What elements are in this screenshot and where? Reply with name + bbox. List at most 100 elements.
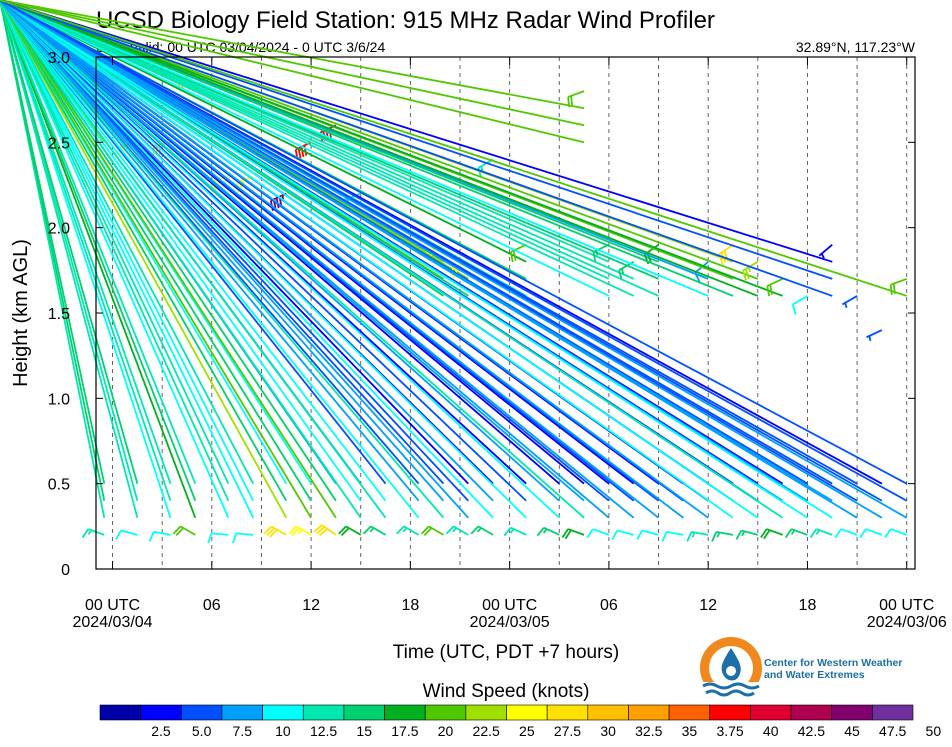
wind-barb bbox=[0, 0, 635, 297]
barb-half-flag bbox=[369, 527, 375, 533]
wind-barb bbox=[0, 0, 808, 519]
barb-flag bbox=[470, 525, 480, 535]
barb-flag bbox=[291, 527, 300, 537]
wind-barb bbox=[889, 278, 908, 296]
barb-flag bbox=[269, 528, 278, 538]
barb-flag bbox=[711, 531, 718, 542]
barb-shaft bbox=[0, 0, 883, 519]
wind-barb bbox=[148, 531, 171, 542]
chart-title: UCSD Biology Field Station: 915 MHz Rada… bbox=[96, 7, 715, 34]
barb-shaft bbox=[0, 0, 527, 263]
x-tick-date: 2024/03/04 bbox=[73, 614, 153, 631]
wind-barb bbox=[735, 529, 759, 540]
barb-flag bbox=[536, 527, 545, 537]
colorbar-swatch bbox=[424, 704, 467, 721]
colorbar-swatch bbox=[668, 704, 711, 721]
barb-shaft bbox=[0, 0, 833, 263]
wind-barb bbox=[0, 0, 288, 519]
wind-barb bbox=[0, 0, 230, 485]
wind-barb bbox=[0, 0, 585, 519]
wind-barb bbox=[0, 0, 734, 297]
barb-half-flag bbox=[844, 302, 848, 309]
barb-shaft bbox=[0, 0, 858, 519]
wind-barb bbox=[561, 528, 585, 540]
barb-flag bbox=[420, 525, 430, 535]
wind-barb bbox=[0, 0, 684, 519]
barb-shaft bbox=[0, 0, 230, 519]
colorbar-label: 3.75 bbox=[716, 723, 743, 739]
barb-flag bbox=[686, 531, 693, 542]
wind-barb bbox=[0, 0, 420, 502]
barb-shaft bbox=[792, 295, 808, 306]
barb-flag bbox=[742, 270, 747, 281]
barb-flag bbox=[884, 528, 892, 539]
barb-shaft bbox=[890, 528, 908, 536]
colorbar-label: 10 bbox=[275, 723, 291, 739]
wind-barb bbox=[0, 0, 197, 502]
barb-half-flag bbox=[476, 527, 482, 533]
colorbar-label: 22.5 bbox=[473, 723, 500, 739]
data-valid-label: Data Valid: 00 UTC 03/04/2024 - 0 UTC 3/… bbox=[96, 39, 385, 55]
barb-shaft bbox=[0, 0, 784, 519]
wind-barb bbox=[0, 0, 833, 297]
colorbar-swatch bbox=[546, 704, 589, 721]
barb-shaft bbox=[0, 0, 908, 485]
barb-shaft bbox=[236, 532, 254, 536]
wind-barb bbox=[859, 528, 883, 539]
barb-shaft bbox=[0, 0, 833, 519]
barb-shaft bbox=[0, 0, 833, 297]
barb-flag bbox=[175, 527, 184, 537]
barb-shaft bbox=[0, 0, 585, 144]
y-tick-label: 0 bbox=[61, 562, 70, 579]
barb-shaft bbox=[0, 0, 494, 502]
barb-half-flag bbox=[542, 528, 548, 534]
wind-barb bbox=[0, 0, 560, 519]
colorbar-label: 15 bbox=[356, 723, 372, 739]
barb-flag bbox=[232, 533, 238, 544]
wind-barb bbox=[0, 0, 908, 502]
barb-flag bbox=[338, 525, 347, 535]
wind-barb bbox=[288, 525, 312, 537]
colorbar-swatch bbox=[465, 704, 507, 721]
barb-flag bbox=[266, 527, 275, 537]
barb-shaft bbox=[0, 0, 172, 502]
wind-barb bbox=[0, 0, 445, 502]
wind-barb bbox=[0, 0, 585, 144]
barb-shaft bbox=[0, 0, 230, 485]
wind-barb bbox=[0, 0, 660, 519]
barb-shaft bbox=[0, 0, 659, 297]
barb-shaft bbox=[0, 0, 197, 485]
barb-shaft bbox=[0, 0, 882, 432]
barb-shaft bbox=[0, 0, 709, 297]
wind-barb bbox=[0, 0, 585, 110]
wind-barb bbox=[263, 525, 287, 538]
wind-barb bbox=[0, 0, 908, 297]
barb-flag bbox=[300, 146, 305, 158]
barb-flag bbox=[288, 525, 298, 535]
colorbar-label: 42.5 bbox=[798, 723, 825, 739]
wind-barb bbox=[0, 0, 807, 398]
barb-shaft bbox=[0, 0, 908, 502]
y-tick-label: 2.0 bbox=[48, 221, 70, 238]
y-tick-label: 1.0 bbox=[48, 391, 70, 408]
barb-flag bbox=[661, 531, 668, 542]
wind-barb bbox=[0, 0, 494, 502]
barb-flag bbox=[263, 525, 273, 535]
wind-barb bbox=[834, 528, 858, 539]
barb-shaft bbox=[0, 0, 172, 519]
wind-barb bbox=[586, 528, 610, 539]
barb-flag bbox=[148, 531, 155, 542]
barb-flag bbox=[892, 283, 896, 294]
barb-shaft bbox=[840, 528, 858, 536]
wind-barb bbox=[0, 0, 759, 519]
wind-barb bbox=[0, 0, 907, 467]
wind-barb bbox=[0, 0, 312, 502]
colorbar-label: 50 bbox=[926, 723, 942, 739]
wind-barb bbox=[818, 244, 833, 259]
x-tick-label: 06 bbox=[203, 597, 221, 614]
wind-barb bbox=[841, 295, 858, 309]
wind-barb bbox=[611, 529, 634, 540]
wind-barb bbox=[0, 0, 610, 519]
barb-shaft bbox=[666, 531, 684, 536]
